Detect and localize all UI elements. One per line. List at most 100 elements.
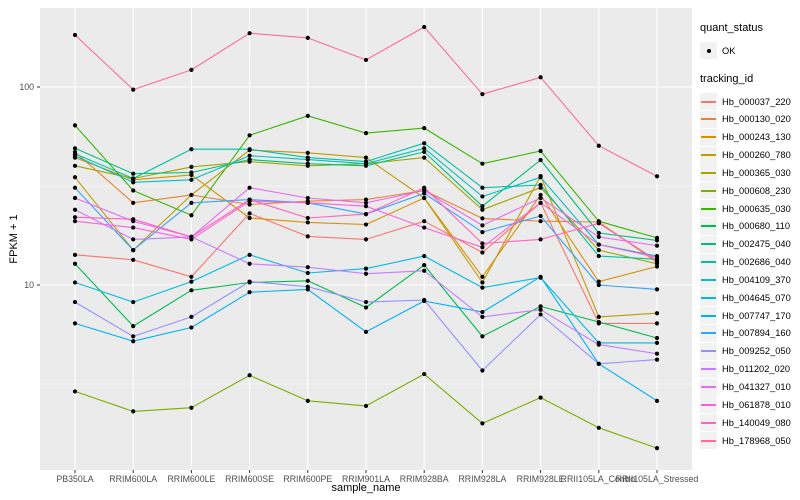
legend-tracking-items: Hb_000037_220 Hb_000130_020 Hb_000243_130 H… [700, 93, 800, 450]
legend-item-label: OK [722, 45, 736, 56]
data-point [131, 188, 136, 193]
data-point [422, 24, 427, 30]
data-point [480, 250, 485, 255]
data-point [480, 207, 485, 212]
x-tick-label: RRIM600LA [109, 474, 157, 484]
x-tick-label: RRIM600SE [225, 474, 274, 484]
line-swatch-icon [701, 368, 716, 371]
data-point [596, 342, 601, 347]
data-point [363, 403, 369, 409]
x-tick-label: RRIM928BA [400, 474, 449, 484]
legend-item-Hb_061878_010: Hb_061878_010 [700, 396, 800, 414]
line-swatch-icon [701, 207, 716, 210]
line-swatch-icon [701, 136, 716, 139]
data-point [538, 304, 543, 309]
data-point [247, 202, 252, 207]
legend-item-label: Hb_007747_170 [722, 310, 791, 321]
data-point [189, 170, 194, 175]
data-point [422, 149, 427, 155]
data-point [422, 371, 427, 377]
data-point [480, 216, 485, 221]
line-swatch-icon [701, 332, 716, 335]
data-point [247, 157, 252, 162]
data-point [480, 368, 485, 373]
data-point [247, 211, 252, 216]
legend-item-Hb_000365_030: Hb_000365_030 [700, 164, 800, 182]
legend-section-quant-status: quant_status OK [700, 22, 800, 59]
legend-item-Hb_000037_220: Hb_000037_220 [700, 93, 800, 110]
data-point [596, 425, 601, 430]
line-swatch-icon [701, 278, 716, 281]
data-point [189, 314, 194, 320]
legend-item-label: Hb_000260_780 [722, 150, 791, 161]
data-point [480, 421, 485, 426]
legend-item-label: Hb_000037_220 [722, 96, 791, 107]
legend-key-swatch [700, 342, 717, 360]
data-point [422, 263, 427, 268]
legend-item-Hb_007747_170: Hb_007747_170 [700, 307, 800, 325]
data-point [72, 195, 78, 201]
data-point [596, 143, 601, 148]
data-point [72, 261, 78, 266]
data-point [654, 311, 660, 316]
data-point [654, 258, 660, 263]
legend-item-label: Hb_041327_010 [722, 382, 791, 392]
data-point [189, 67, 194, 73]
data-point [247, 215, 252, 221]
x-tick-label: RRII105LA_Control [561, 474, 637, 484]
line-swatch-icon [701, 225, 716, 228]
data-point [189, 288, 194, 293]
data-point [538, 148, 543, 154]
data-point [72, 389, 78, 394]
data-point [596, 221, 601, 226]
line-swatch-icon [701, 421, 716, 424]
legend-key-swatch [700, 128, 717, 146]
data-point [363, 271, 369, 276]
data-point [247, 31, 252, 36]
data-point [480, 334, 485, 339]
data-point [189, 200, 194, 205]
data-point [654, 174, 660, 179]
legend-item-Hb_000243_130: Hb_000243_130 [700, 128, 800, 146]
data-point [654, 321, 660, 326]
data-point [72, 163, 78, 168]
data-point [596, 230, 601, 236]
data-point [538, 195, 543, 201]
data-point [654, 340, 660, 346]
data-point [538, 307, 543, 312]
x-tick-label: RRIM928LE [517, 474, 565, 484]
data-point [363, 57, 369, 63]
data-point [72, 207, 78, 212]
data-point [363, 237, 369, 242]
data-point [131, 87, 136, 92]
legend-key-ok [700, 42, 717, 59]
data-point [480, 92, 485, 97]
line-swatch-icon [701, 100, 716, 103]
legend-item-Hb_009252_050: Hb_009252_050 [700, 342, 800, 360]
data-point [247, 373, 252, 378]
data-point [131, 257, 136, 262]
data-point [480, 185, 485, 190]
data-point [247, 153, 252, 158]
data-point [596, 242, 601, 247]
data-point [363, 329, 369, 334]
data-point [363, 305, 369, 310]
legend-item-label: Hb_002686_040 [722, 257, 791, 268]
data-point [654, 351, 660, 356]
data-point [538, 75, 543, 80]
y-tick-label: 100 [19, 82, 34, 92]
data-point [131, 176, 136, 181]
data-point [422, 268, 427, 273]
data-point [363, 200, 369, 205]
data-point [654, 287, 660, 292]
data-point [480, 194, 485, 199]
line-swatch-icon [701, 386, 716, 388]
data-point [305, 284, 310, 289]
data-point [538, 200, 543, 205]
legend-item-label: Hb_061878_010 [722, 399, 791, 410]
data-point [189, 405, 194, 410]
data-point [72, 185, 78, 190]
legend-item-label: Hb_004645_070 [722, 292, 791, 303]
legend-item-label: Hb_000680_110 [722, 221, 791, 232]
